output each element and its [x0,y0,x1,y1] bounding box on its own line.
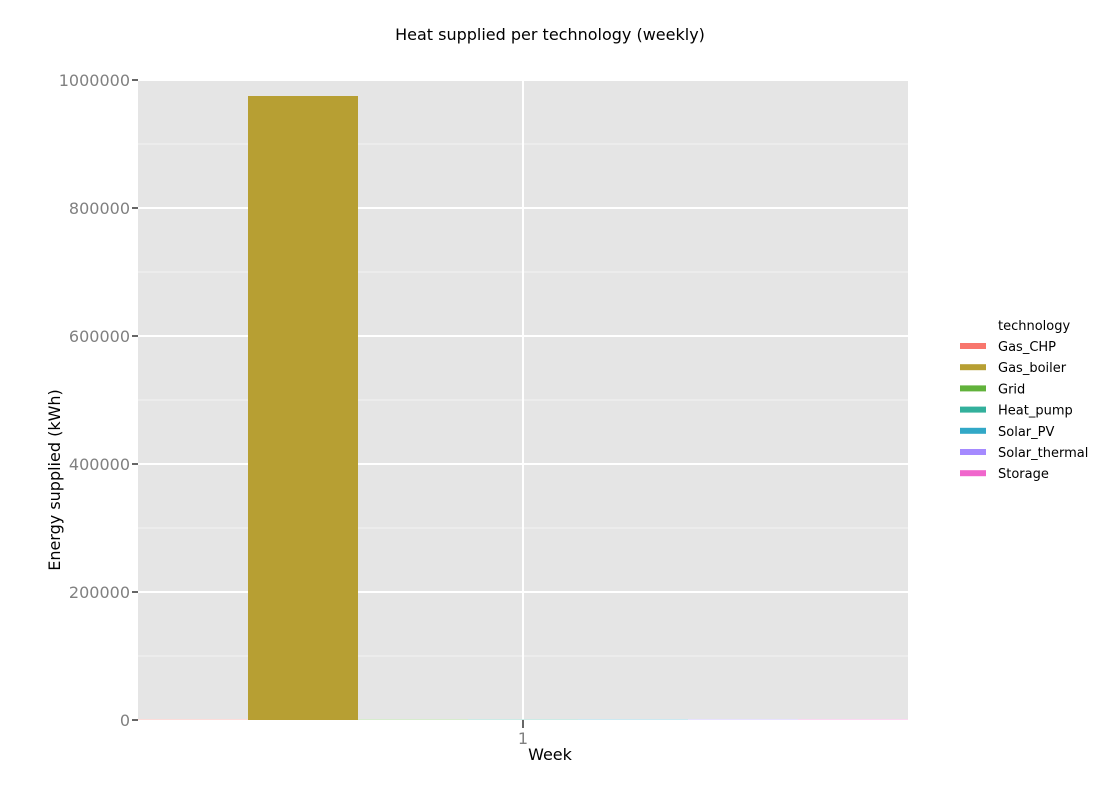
legend-swatch-storage [960,470,986,477]
x-axis: 1 [518,720,528,748]
y-tick-label: 1000000 [59,71,130,90]
bar-grid [358,719,468,720]
bar-heat-pump [468,719,578,720]
bar-storage [798,719,908,720]
legend-swatch-gas-boiler [960,364,986,371]
legend-label-gas-boiler: Gas_boiler [998,361,1067,376]
y-tick-label: 600000 [69,327,130,346]
legend-swatch-grid [960,385,986,392]
legend-swatch-gas-chp [960,343,986,349]
legend-swatch-solar-thermal [960,449,986,455]
legend-label-solar-thermal: Solar_thermal [998,446,1088,461]
legend-label-solar-pv: Solar_PV [998,425,1054,440]
legend-swatch-solar-pv [960,427,986,434]
bar-solar-pv [578,719,688,720]
y-tick-label: 800000 [69,199,130,218]
y-axis: 0 200000 400000 600000 800000 1000000 [59,71,138,730]
bar-solar-thermal [688,719,798,720]
bar-gas-boiler [248,96,358,720]
bar-gas-chp [138,719,248,720]
legend-items: Gas_CHP Gas_boiler Grid Heat_pump Solar_PV So… [960,340,1088,482]
legend-label-storage: Storage [998,467,1049,482]
legend: technology Gas_CHP Gas_boiler Grid Heat_pum… [960,319,1088,482]
legend-label-heat-pump: Heat_pump [998,404,1073,419]
y-axis-label: Energy supplied (kWh) [45,389,64,571]
bars [138,96,908,720]
x-tick-label: 1 [518,729,528,748]
y-tick-label: 0 [120,711,130,730]
y-tick-label: 400000 [69,455,130,474]
chart-title: Heat supplied per technology (weekly) [395,25,705,44]
legend-label-grid: Grid [998,382,1025,397]
legend-label-gas-chp: Gas_CHP [998,340,1056,355]
y-tick-label: 200000 [69,583,130,602]
legend-title: technology [998,319,1070,334]
x-axis-label: Week [528,745,573,764]
legend-swatch-heat-pump [960,406,986,413]
